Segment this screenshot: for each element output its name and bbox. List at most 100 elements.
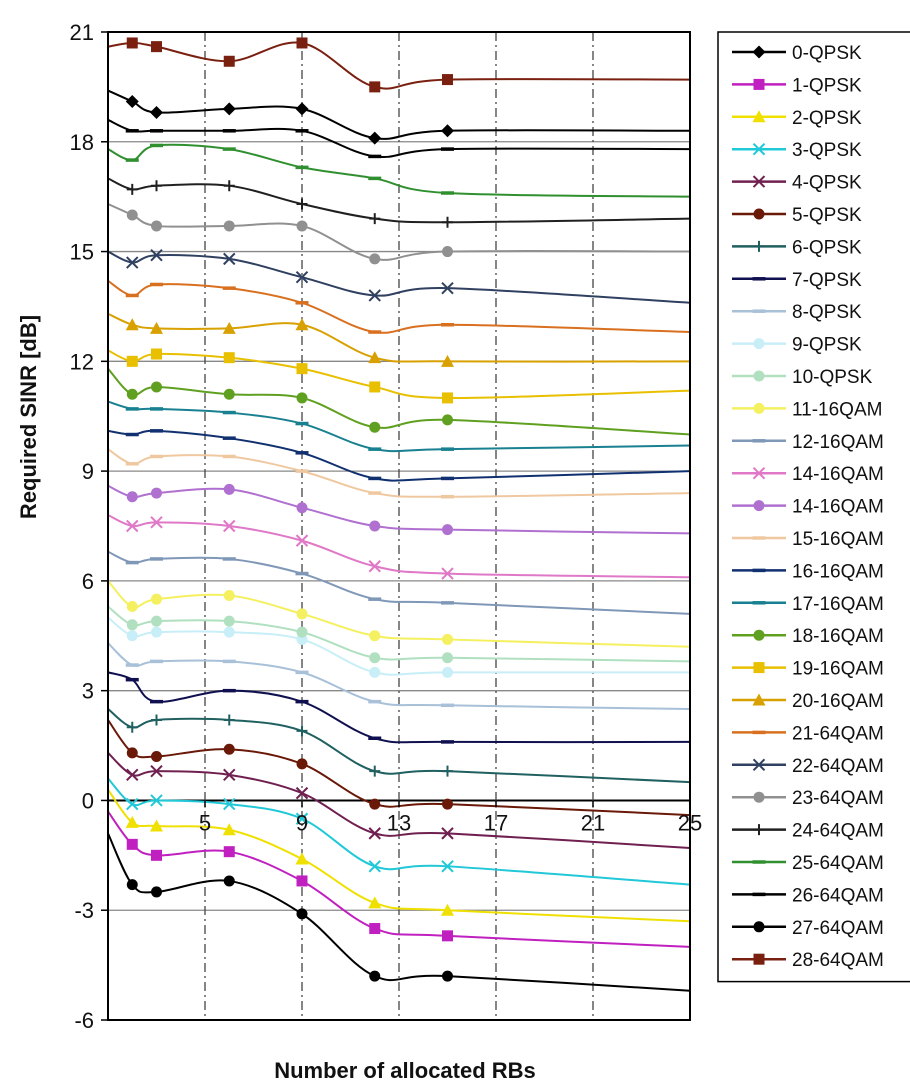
data-point [296,626,308,638]
data-point [223,590,235,602]
data-point [151,220,162,232]
series-10-QPSK [107,605,691,664]
data-point [126,256,139,269]
data-point [368,896,382,909]
legend-swatch-marker [753,921,765,933]
series-1-QPSK [107,810,691,948]
data-point [223,615,235,627]
data-point [151,849,162,861]
legend-swatch-marker [753,402,765,414]
series-8-QPSK [107,642,691,710]
data-point [126,355,138,367]
series-5-QPSK [107,719,691,817]
y-tick-label: 6 [82,569,94,594]
y-tick-label: -3 [74,898,94,923]
y-tick-label: 21 [70,20,94,45]
y-tick-label: 15 [70,240,94,265]
x-tick-label: 9 [296,810,308,835]
legend-swatch-marker [753,629,765,641]
legend-label: 2-QPSK [792,108,862,129]
data-point [441,860,454,873]
data-point [126,721,138,733]
data-point [125,318,139,331]
y-axis-title: Required SINR [dB] [16,315,41,519]
data-point [126,37,138,49]
legend-item: 15-16QAM [732,529,884,550]
legend-item: 12-16QAM [732,432,884,453]
data-point [368,560,381,573]
data-point [295,852,309,865]
data-point [223,352,235,364]
data-point [442,652,453,664]
legend-label: 18-16QAM [792,626,884,647]
legend-label: 15-16QAM [792,529,884,550]
data-point [223,220,235,232]
legend-item: 6-QPSK [732,237,862,258]
data-point [369,652,381,664]
legend-item: 5-QPSK [732,205,862,226]
data-point [295,812,309,825]
legend-label: 26-64QAM [792,885,884,906]
legend-item: 3-QPSK [732,140,862,161]
data-point [151,180,162,192]
legend-swatch-marker [753,662,765,674]
data-point [296,608,308,620]
x-tick-label: 5 [199,810,211,835]
legend-swatch-marker [752,142,766,156]
data-point [151,714,162,726]
y-tick-label: -6 [74,1008,94,1033]
legend-label: 27-64QAM [792,918,884,939]
data-point [295,318,309,331]
data-point [368,351,382,364]
legend-item: 19-16QAM [732,659,884,680]
data-point [151,615,162,627]
legend-label: 25-64QAM [792,853,884,874]
data-point [369,213,381,225]
series-22-64QAM [107,249,691,304]
series-20-16QAM [107,312,691,367]
x-tick-label: 17 [484,810,508,835]
plot-frame [107,31,691,1021]
data-point [150,106,163,120]
series-7-QPSK [107,671,691,744]
data-point [369,381,381,393]
legend-item: 16-16QAM [732,561,884,582]
series-19-16QAM [107,348,691,404]
legend-label: 23-64QAM [792,788,884,809]
series-21-64QAM [107,279,691,334]
data-point [151,381,162,393]
legend-swatch-marker [752,45,766,59]
legend-item: 27-64QAM [732,918,884,939]
data-point [441,827,454,840]
data-point [368,289,381,302]
data-point [442,74,453,86]
data-point [296,502,308,514]
series-6-QPSK [107,708,691,784]
data-point [442,414,453,426]
series-26-64QAM [107,118,691,159]
legend-item: 8-QPSK [732,302,862,323]
data-point [441,567,454,580]
legend-item: 4-QPSK [732,173,862,194]
data-point [368,827,381,840]
data-point [151,348,162,360]
legend-swatch-marker [752,758,766,772]
legend-label: 17-16QAM [792,594,884,615]
series-3-QPSK [107,777,691,886]
legend-item: 20-16QAM [732,691,884,712]
data-point [442,524,453,536]
data-point [126,797,139,811]
series-17-16QAM [107,400,691,453]
legend-swatch-marker [753,791,765,803]
series-15-16QAM [107,448,691,499]
series-27-64QAM [107,832,691,992]
legend-item: 10-QPSK [732,367,873,388]
x-axis-title: Number of allocated RBs [274,1058,536,1083]
data-point [296,392,308,404]
y-tick-label: 3 [82,679,94,704]
legend-label: 14-16QAM [792,497,884,518]
data-point [223,846,235,858]
data-point [150,321,163,334]
